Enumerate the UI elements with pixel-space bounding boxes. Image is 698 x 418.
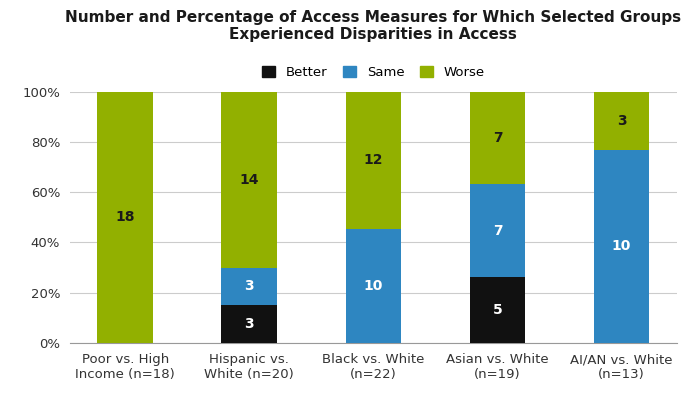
Text: 3: 3 [244,279,254,293]
Bar [470,184,526,277]
Text: 7: 7 [493,224,503,237]
Bar [593,150,649,343]
Bar [346,92,401,229]
Title: Number and Percentage of Access Measures for Which Selected Groups
Experienced D: Number and Percentage of Access Measures… [66,10,681,42]
Text: 10: 10 [364,279,383,293]
Text: 5: 5 [493,303,503,317]
Bar [470,277,526,343]
Bar [470,92,526,184]
Text: 18: 18 [116,210,135,224]
Text: 14: 14 [239,173,259,187]
Bar [221,268,277,305]
Bar [221,305,277,343]
Text: 10: 10 [612,239,631,253]
Text: 7: 7 [493,131,503,145]
Text: 3: 3 [244,317,254,331]
Bar [221,92,277,268]
Bar [98,92,154,343]
Text: 3: 3 [617,114,626,128]
Bar [593,92,649,150]
Text: 12: 12 [364,153,383,167]
Legend: Better, Same, Worse: Better, Same, Worse [262,66,485,79]
Bar [346,229,401,343]
